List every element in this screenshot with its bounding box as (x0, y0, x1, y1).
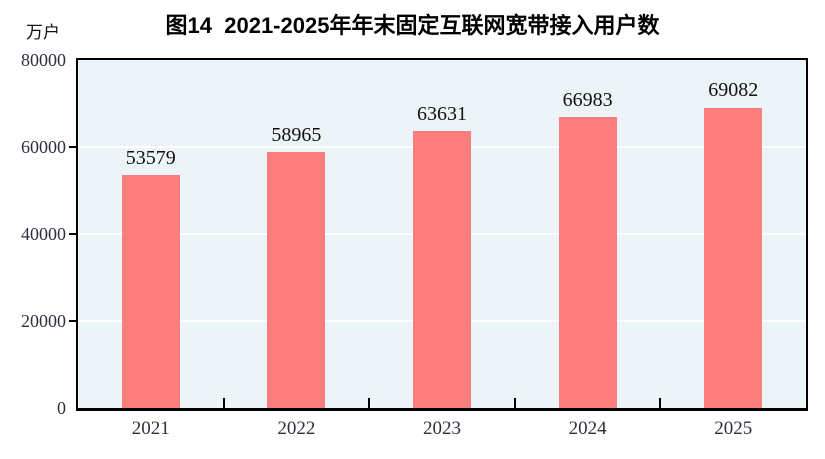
bar-value-label-2022: 58965 (271, 123, 322, 146)
x-tick-label-2025: 2025 (714, 418, 753, 439)
x-axis-tick (513, 398, 516, 408)
y-axis-tick (69, 320, 76, 322)
y-axis-tick (69, 233, 76, 235)
x-axis-tick (659, 398, 662, 408)
x-axis-tick (368, 398, 371, 408)
chart-title: 图14 2021-2025年年末固定互联网宽带接入用户数 (165, 13, 660, 38)
x-tick-label-2023: 2023 (423, 418, 461, 439)
bar-value-label-2023: 63631 (417, 103, 467, 126)
y-tick-label-20000: 20000 (21, 311, 66, 331)
bar-value-label-2021: 53579 (125, 146, 176, 169)
y-axis-tick (69, 146, 76, 148)
plot-area: 53579 58965 63631 66983 69082 (76, 58, 808, 411)
bar-value-label-2025: 69082 (708, 79, 759, 102)
x-tick-label-2022: 2022 (277, 418, 316, 439)
bar-2023 (413, 131, 471, 408)
y-tick-label-80000: 80000 (21, 50, 66, 70)
y-axis-unit-label: 万户 (26, 23, 60, 42)
x-tick-label-2024: 2024 (568, 418, 607, 439)
y-tick-label-40000: 40000 (21, 224, 66, 244)
bar-2021 (121, 174, 180, 408)
y-tick-label-60000: 60000 (21, 137, 66, 157)
x-tick-label-2021: 2021 (131, 418, 170, 439)
bar-2024 (558, 116, 617, 408)
x-axis-tick (222, 398, 225, 408)
bar-value-label-2024: 66983 (562, 88, 613, 111)
y-tick-label-0: 0 (57, 398, 66, 418)
bar-2025 (704, 107, 763, 408)
bar-2022 (267, 151, 326, 408)
